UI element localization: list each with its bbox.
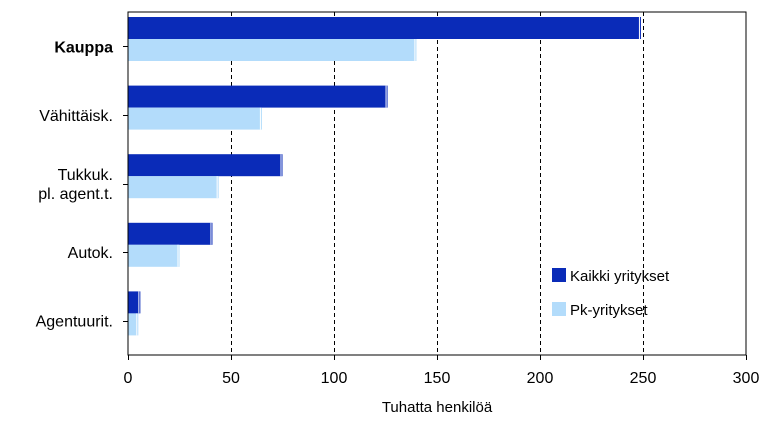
x-tick-label: 0: [124, 370, 133, 387]
legend: Kaikki yritykset Pk-yritykset: [552, 268, 670, 319]
x-tick-label: 50: [222, 370, 240, 387]
y-axis-labels: Kauppa Vähittäisk. Tukkuk. pl. agent.t. Auto…: [36, 39, 113, 330]
x-tick-label: 200: [527, 370, 554, 387]
bars: [128, 17, 641, 336]
category-label: Vähittäisk.: [39, 108, 113, 125]
legend-label-pk-yritykset: Pk-yritykset: [570, 302, 648, 319]
category-label: Autok.: [68, 245, 113, 262]
bar-pk-yritykset: [128, 107, 262, 130]
category-label: Agentuurit.: [36, 314, 113, 331]
bar-kaikki-yritykset: [128, 17, 641, 39]
legend-label-kaikki-yritykset: Kaikki yritykset: [570, 268, 670, 285]
bar-kaikki-yritykset: [128, 222, 213, 245]
x-tick-label: 150: [424, 370, 451, 387]
gridlines: [231, 12, 644, 355]
bar-pk-yritykset: [128, 244, 180, 267]
bar-pk-yritykset: [128, 176, 219, 199]
x-axis-tick-labels: 0 50 100 150 200 250 300: [124, 370, 760, 387]
x-axis-title: Tuhatta henkilöä: [382, 399, 493, 416]
category-label: Tukkuk.: [58, 167, 113, 184]
legend-swatch-kaikki-yritykset: [552, 268, 566, 282]
x-tick-label: 100: [321, 370, 348, 387]
y-axis-ticks: [123, 46, 128, 322]
x-tick-label: 300: [733, 370, 760, 387]
x-axis-ticks: [128, 355, 747, 360]
bar-kaikki-yritykset: [128, 154, 283, 177]
x-tick-label: 250: [630, 370, 657, 387]
category-label: Kauppa: [54, 39, 113, 56]
category-label: pl. agent.t.: [38, 186, 113, 203]
legend-swatch-pk-yritykset: [552, 302, 566, 316]
bar-kaikki-yritykset: [128, 291, 141, 314]
bar-kaikki-yritykset: [128, 85, 388, 108]
bar-pk-yritykset: [128, 313, 139, 336]
bar-pk-yritykset: [128, 39, 417, 61]
